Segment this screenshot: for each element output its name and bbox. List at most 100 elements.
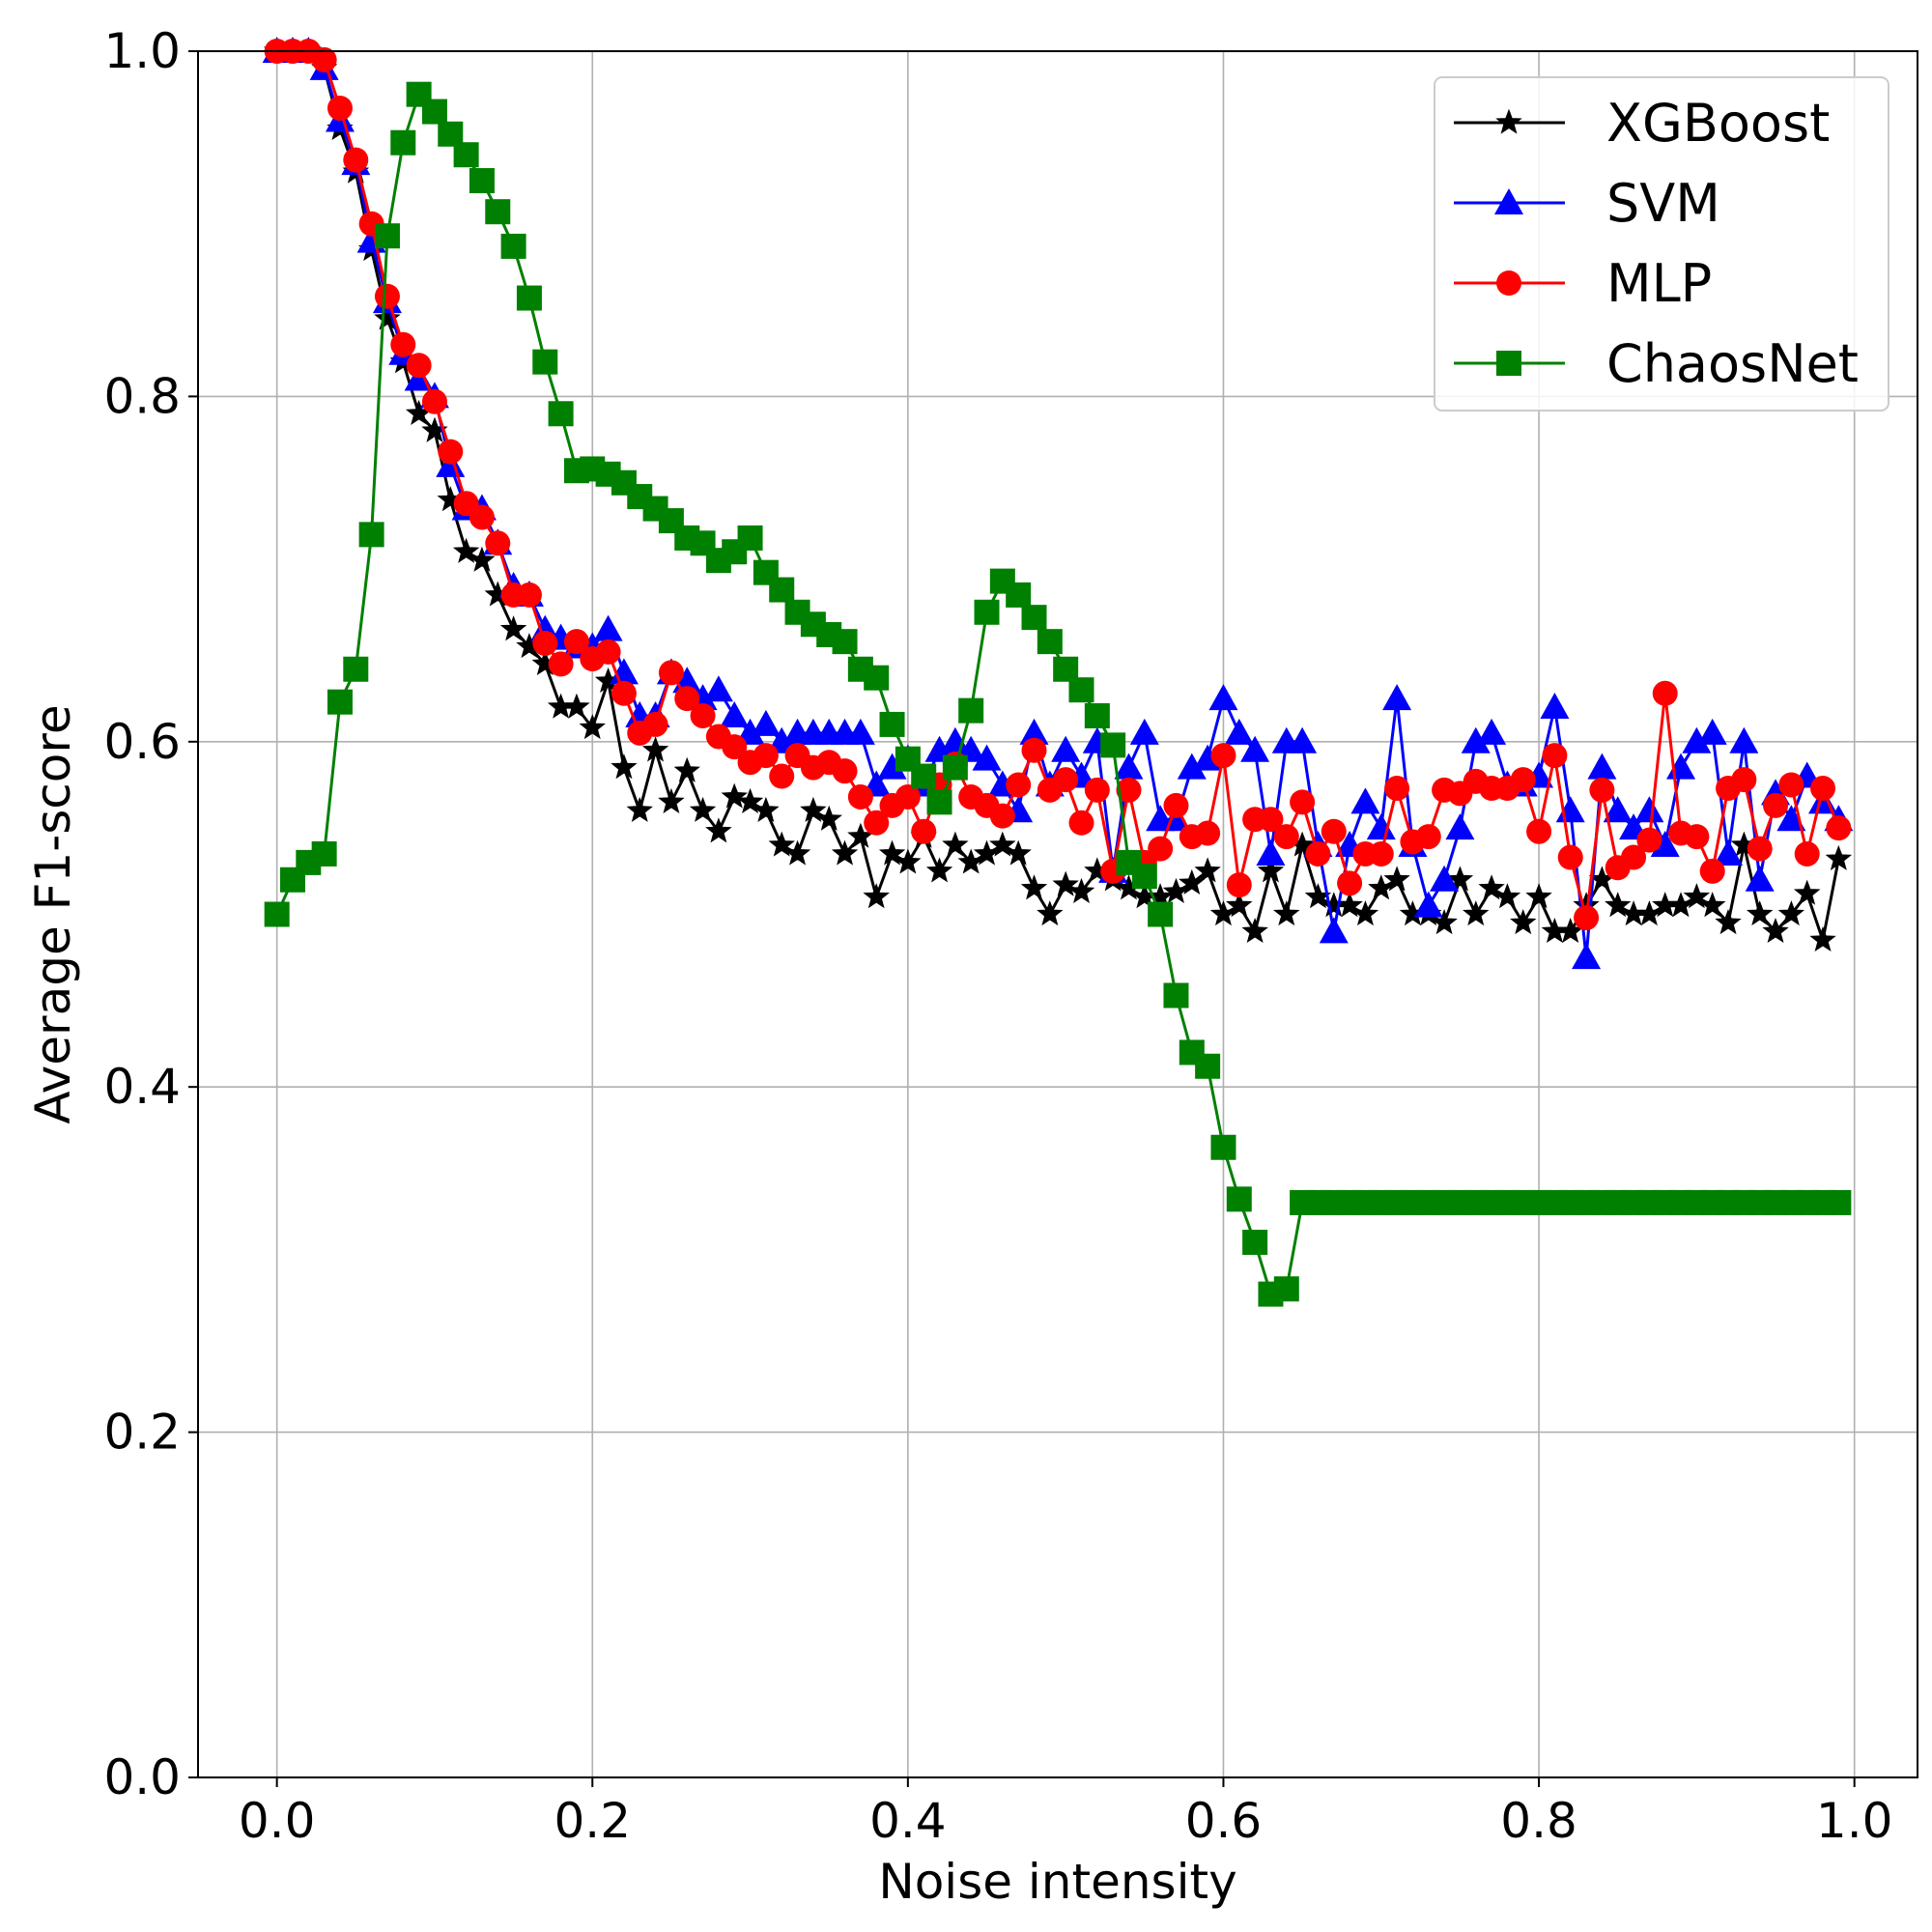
svm-point — [1256, 838, 1286, 866]
xgboost-point — [1209, 900, 1237, 926]
mlp-point — [390, 331, 416, 357]
xgboost-point — [626, 796, 653, 822]
xgboost-point — [641, 736, 669, 762]
xgboost-point — [942, 831, 969, 857]
svm-point — [1650, 831, 1680, 858]
chaosnet-point — [548, 401, 574, 427]
chaosnet-point — [769, 577, 795, 603]
mlp-point — [1557, 844, 1583, 870]
chaosnet-point — [1037, 629, 1063, 655]
svm-point — [1051, 735, 1081, 762]
xgboost-point — [705, 817, 732, 843]
svm-point — [593, 614, 623, 641]
chaosnet-point — [832, 629, 858, 655]
chaosnet-point — [1100, 732, 1126, 758]
svm-point — [1776, 805, 1806, 832]
mlp-point — [438, 439, 464, 465]
xgboost-point — [1793, 879, 1821, 905]
x-tick-label: 0.0 — [239, 1793, 316, 1849]
svm-point — [1745, 865, 1775, 892]
chaosnet-point — [1006, 582, 1032, 608]
mlp-point — [485, 530, 511, 556]
mlp-point — [1731, 767, 1757, 793]
mlp-point — [1084, 777, 1110, 803]
legend-item-xgboost: XGBoost — [1454, 93, 1830, 154]
legend-item-chaosnet: ChaosNet — [1454, 333, 1859, 394]
mlp-point — [1068, 810, 1094, 836]
mlp-point — [1589, 777, 1615, 803]
plot-area-frame — [197, 50, 1918, 1778]
x-tick-label: 0.8 — [1500, 1793, 1577, 1849]
xgboost-point — [1273, 900, 1300, 926]
legend-marker-chaosnet — [1496, 351, 1521, 376]
svm-point — [1430, 865, 1460, 892]
y-axis: 0.0 0.2 0.4 0.6 0.8 1.0 — [103, 23, 198, 1805]
chaosnet-point — [1068, 677, 1094, 703]
svm-point — [1413, 891, 1443, 918]
chaosnet-point — [1210, 1134, 1236, 1160]
xgboost-point — [925, 857, 953, 883]
svm-point — [1477, 718, 1507, 745]
chaosnet-point — [421, 99, 447, 125]
svm-point — [972, 744, 1002, 771]
chaosnet-point — [1242, 1230, 1268, 1256]
xgboost-point — [1525, 883, 1552, 909]
svm-point — [1714, 838, 1744, 866]
x-tick-label: 0.4 — [869, 1793, 947, 1849]
xgboost-point — [1067, 877, 1095, 903]
xgboost-point — [1809, 925, 1836, 952]
mlp-point — [1148, 836, 1174, 862]
y-tick-label: 1.0 — [103, 23, 181, 79]
svm-point — [1729, 726, 1759, 753]
mlp-point — [1778, 772, 1804, 798]
mlp-point — [847, 783, 873, 810]
chaosnet-point — [1826, 1189, 1852, 1215]
mlp-point — [1116, 777, 1142, 803]
xgboost-point — [1635, 900, 1663, 926]
x-tick-label: 1.0 — [1816, 1793, 1893, 1849]
xgboost-point — [452, 537, 480, 563]
xgboost-point — [1777, 900, 1805, 926]
svm-point — [720, 700, 750, 727]
xgboost-point — [736, 787, 764, 814]
svm-point — [1634, 796, 1664, 823]
xgboost-point — [1478, 874, 1505, 900]
xgboost-point — [1368, 874, 1395, 900]
svm-point — [751, 709, 781, 736]
xgboost-point — [1746, 900, 1774, 926]
svm-point — [1445, 813, 1475, 840]
xgboost-point — [753, 796, 780, 822]
xgboost-point — [831, 839, 859, 866]
xgboost-point — [1020, 874, 1048, 900]
xgboost-point — [499, 615, 527, 641]
mlp-point — [1006, 772, 1032, 798]
xgboost-point — [563, 693, 590, 719]
xgboost-point — [973, 839, 1001, 866]
mlp-point — [516, 582, 542, 608]
svm-point — [877, 753, 907, 780]
xgboost-point — [783, 839, 811, 866]
xgboost-point — [815, 805, 842, 831]
xgboost-point — [1715, 908, 1742, 935]
xgboost-point — [957, 848, 984, 874]
chaosnet-point — [1021, 605, 1047, 631]
y-axis-label: Average F1-score — [25, 704, 81, 1123]
svm-point — [1382, 684, 1412, 711]
mlp-point — [1415, 824, 1441, 850]
mlp-point — [1384, 776, 1410, 802]
legend-label-svm: SVM — [1606, 173, 1720, 234]
x-axis: 0.0 0.2 0.4 0.6 0.8 1.0 — [239, 1777, 1893, 1849]
chaosnet-point — [469, 168, 495, 194]
mlp-point — [311, 46, 337, 72]
mlp-point — [1763, 792, 1789, 818]
x-tick-label: 0.2 — [554, 1793, 631, 1849]
chaosnet-point — [327, 689, 353, 715]
xgboost-point — [374, 304, 401, 330]
legend-marker-svm — [1494, 188, 1523, 214]
xgboost-point — [721, 782, 748, 809]
chaosnet-point — [390, 129, 416, 156]
svm-point — [1019, 718, 1049, 745]
xgboost-point — [1683, 883, 1711, 909]
chaosnet-point — [1226, 1186, 1252, 1212]
legend-marker-mlp — [1496, 270, 1521, 296]
